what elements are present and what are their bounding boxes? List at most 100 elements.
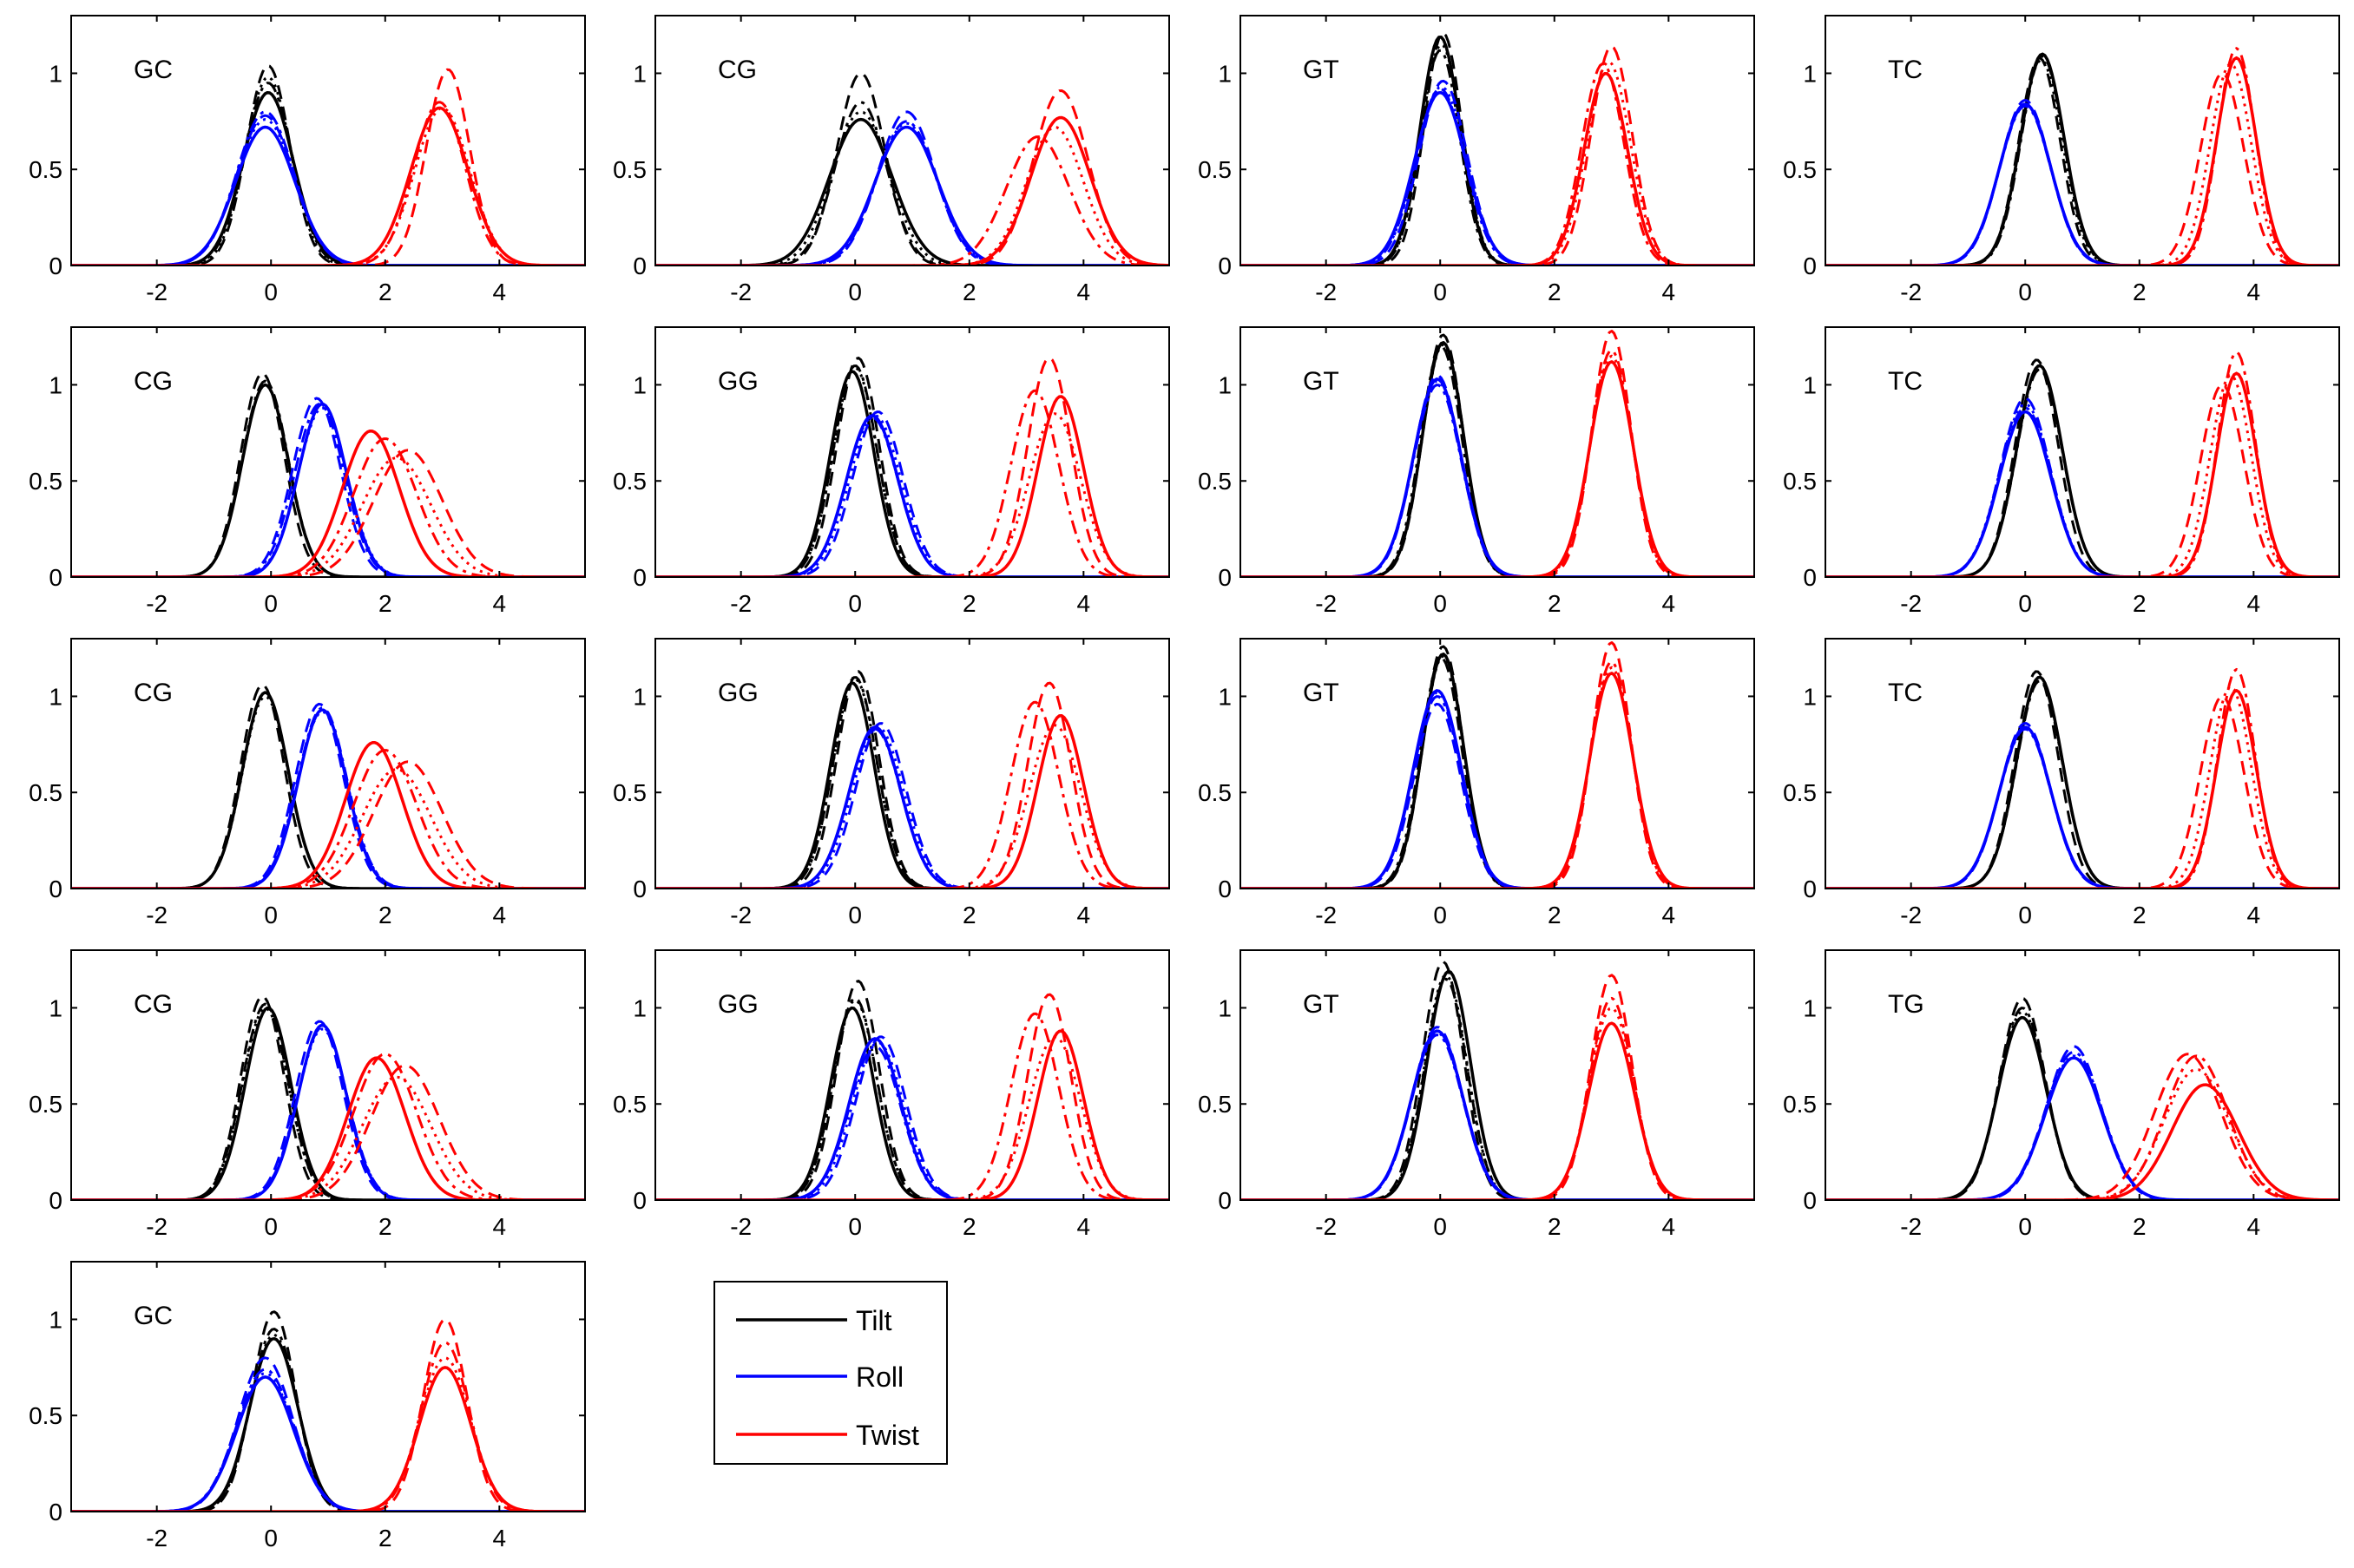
subplot-9-curves — [71, 683, 585, 889]
curve-tilt-dotted — [655, 999, 1169, 1200]
curve-roll-dashed — [1240, 374, 1754, 577]
axes-box — [70, 638, 586, 889]
subplot-10: -2 0 2 4 0 0.5 1 GG — [613, 638, 1170, 928]
curve-roll-dashdot — [71, 110, 585, 266]
subplot-grid: -2 0 2 4 0 0.5 1 GC -2 0 2 4 0 0.5 1 CG -2 0 2 4 0 0.5 1 GT -2 0 2… — [29, 15, 2340, 1552]
curve-tilt-dashed — [1240, 645, 1754, 889]
curve-twist-dashed — [71, 1318, 585, 1512]
x-tick-label: -2 — [146, 279, 168, 305]
y-tick-label: 0 — [1218, 253, 1232, 279]
y-tick-label: 0.5 — [29, 156, 62, 183]
x-tick-label: -2 — [730, 279, 752, 305]
curve-twist-dotted — [1825, 1067, 2339, 1200]
curve-twist-dashdot — [1825, 1054, 2339, 1200]
curve-tilt-dotted — [71, 1333, 585, 1512]
y-tick-label: 0 — [49, 253, 62, 279]
curve-roll-solid — [655, 725, 1169, 889]
curve-roll-dashdot — [71, 1368, 585, 1512]
curve-roll-dashed — [1825, 1045, 2339, 1200]
subplot-11: -2 0 2 4 0 0.5 1 GT — [1198, 638, 1755, 928]
curve-roll-dashdot — [655, 120, 1169, 266]
axes-box — [1239, 949, 1755, 1201]
subplot-13-curves — [71, 994, 585, 1200]
axes-box — [70, 949, 586, 1201]
x-tick-label: -2 — [1315, 1213, 1337, 1240]
y-tick-label: 0 — [1803, 876, 1817, 902]
subplot-15-curves — [1240, 960, 1754, 1200]
curve-twist-dashdot — [1240, 62, 1754, 266]
curve-tilt-dashed — [1825, 997, 2339, 1200]
subplot-9: -2 0 2 4 0 0.5 1 CG — [29, 638, 586, 928]
y-tick-label: 0.5 — [1198, 468, 1232, 495]
y-tick-label: 0 — [1218, 1187, 1232, 1214]
curve-twist-dashed — [1825, 695, 2339, 889]
subplot-17: -2 0 2 4 0 0.5 1 GC — [29, 1261, 586, 1552]
y-tick-label: 0.5 — [29, 779, 62, 806]
curve-twist-solid — [71, 106, 585, 266]
curve-roll-dashdot — [655, 727, 1169, 889]
curve-tilt-dashdot — [71, 379, 585, 577]
x-tick-label: -2 — [1315, 590, 1337, 617]
y-tick-label: 0.5 — [1198, 1091, 1232, 1118]
curve-tilt-dashdot — [71, 691, 585, 889]
y-tick-label: 0 — [49, 876, 62, 902]
curve-tilt-dashdot — [1825, 679, 2339, 889]
curve-roll-solid — [1240, 689, 1754, 889]
curve-roll-dashed — [71, 114, 585, 266]
curve-twist-solid — [71, 740, 585, 889]
x-tick-label: 2 — [963, 1213, 976, 1240]
y-tick-label: 1 — [633, 60, 647, 87]
axes-box — [654, 949, 1170, 1201]
curve-roll-dotted — [71, 1372, 585, 1512]
curve-tilt-dashdot — [1240, 49, 1754, 266]
curve-tilt-dashed — [1825, 56, 2339, 266]
y-tick-label: 0.5 — [613, 779, 647, 806]
x-tick-label: 0 — [1433, 279, 1447, 305]
axes-box — [70, 326, 586, 578]
x-tick-label: 2 — [1548, 902, 1562, 928]
curve-twist-solid — [1240, 1021, 1754, 1200]
x-tick-label: 0 — [264, 1213, 278, 1240]
x-tick-label: 0 — [2018, 590, 2032, 617]
x-tick-label: 4 — [2247, 902, 2261, 928]
curve-tilt-dashed — [1825, 670, 2339, 889]
curve-tilt-dashdot — [71, 1002, 585, 1200]
x-tick-label: 0 — [848, 902, 862, 928]
curve-twist-dashed — [655, 357, 1169, 577]
x-tick-label: 4 — [1077, 590, 1091, 617]
curve-roll-dashdot — [71, 706, 585, 889]
y-tick-label: 0.5 — [1783, 156, 1817, 183]
curve-roll-dotted — [71, 118, 585, 266]
axes-box — [1239, 638, 1755, 889]
panel-label: GG — [718, 990, 759, 1019]
x-tick-label: -2 — [1900, 902, 1922, 928]
x-tick-label: 4 — [2247, 279, 2261, 305]
y-tick-label: 0.5 — [29, 1091, 62, 1118]
x-tick-label: -2 — [730, 590, 752, 617]
curve-tilt-dashdot — [71, 1328, 585, 1512]
curve-twist-dashed — [655, 681, 1169, 889]
curve-roll-dashdot — [1240, 695, 1754, 889]
curve-twist-dashdot — [71, 101, 585, 266]
x-tick-label: 0 — [1433, 590, 1447, 617]
axes-box — [1825, 638, 2340, 889]
x-tick-label: 0 — [264, 902, 278, 928]
curve-tilt-dashed — [1240, 960, 1754, 1200]
curve-twist-solid — [655, 395, 1169, 577]
curve-roll-dashdot — [1825, 406, 2339, 577]
panel-label: TC — [1888, 56, 1923, 84]
curve-roll-dashdot — [71, 1026, 585, 1200]
subplot-1: -2 0 2 4 0 0.5 1 GC — [29, 15, 586, 305]
y-tick-label: 1 — [49, 60, 62, 87]
x-tick-label: -2 — [1900, 279, 1922, 305]
curve-tilt-dashed — [71, 1310, 585, 1512]
y-tick-label: 0 — [1803, 564, 1817, 591]
x-tick-label: 2 — [1548, 279, 1562, 305]
curve-tilt-solid — [71, 90, 585, 266]
x-tick-label: -2 — [1900, 590, 1922, 617]
curve-twist-dashdot — [71, 749, 585, 889]
panel-label: TC — [1888, 679, 1923, 707]
curve-twist-dotted — [1825, 686, 2339, 889]
y-tick-label: 0.5 — [29, 468, 62, 495]
curve-twist-dotted — [655, 412, 1169, 577]
